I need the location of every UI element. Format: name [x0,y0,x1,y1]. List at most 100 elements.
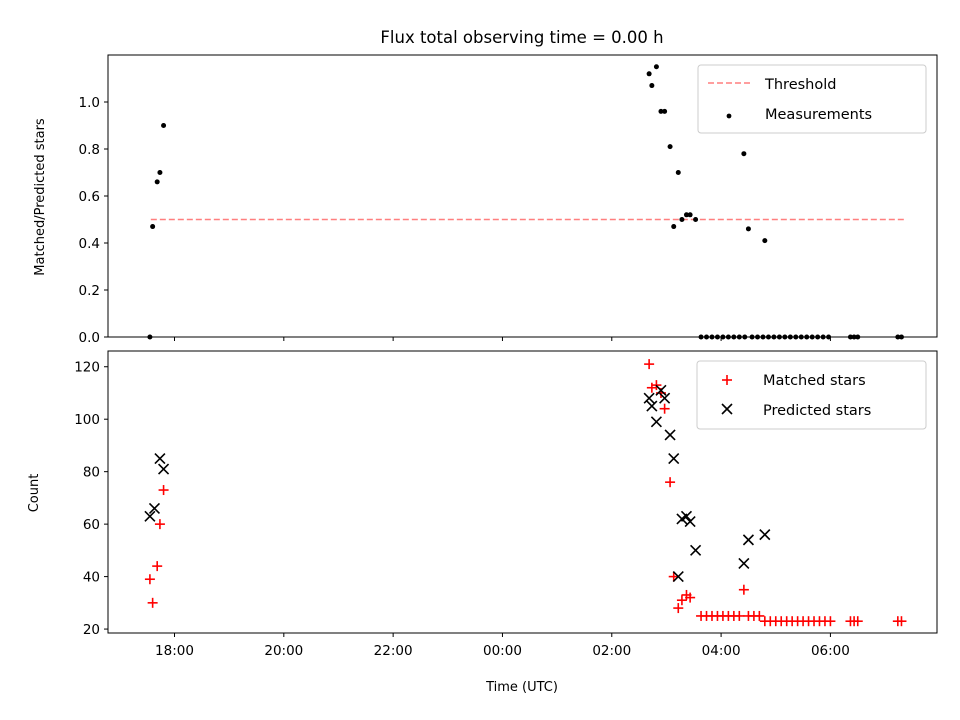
matched-star-point [659,403,670,414]
legend-measurements-swatch [726,113,732,119]
predicted-star-point [684,515,696,528]
predicted-star-d2 [144,510,156,522]
matched-star-point [158,485,169,496]
measurement-point [653,64,659,70]
predicted-star-point [148,502,161,514]
predicted-star-point [646,400,658,412]
bottom-y-tick-label: 20 [83,622,100,638]
bottom-x-tick-label: 18:00 [155,643,194,659]
measurement-point [150,224,156,230]
predicted-star-point [668,452,680,465]
bottom-y-tick-label: 80 [83,465,100,481]
predicted-star-point [664,429,676,441]
measurement-point [741,151,747,157]
predicted-star-d2 [672,571,684,583]
legend-matched-swatch [722,375,732,385]
top-legend: Threshold Measurements [697,64,927,134]
bottom-y-tick-label: 40 [83,570,100,586]
predicted-star-d2 [148,502,161,514]
measurement-point [658,108,664,114]
legend-predicted-label: Predicted stars [763,403,871,419]
measurement-point [745,226,751,232]
predicted-star-point [158,463,170,475]
predicted-star-d2 [154,452,166,465]
bottom-y-tick-label: 120 [74,360,100,376]
matched-star-point [676,595,687,606]
bottom-legend-frame [696,360,927,430]
legend-measurements-label: Measurements [765,107,872,123]
measurement-point [687,212,693,218]
matched-star-point [154,519,165,530]
predicted-star-point [643,392,655,404]
bottom-plot-area: 20 40 60 80 100 120 18:00 20:00 22:00 00:00 02:00 0… [74,350,938,659]
legend-predicted-swatch [721,403,733,415]
predicted-star-point [655,384,667,396]
top-legend-frame [697,64,927,134]
measurement-point [679,217,685,222]
top-y-tick-label: 0.6 [79,189,100,205]
figure-title: Flux total observing time = 0.00 h [380,28,663,47]
top-y-axis-label: Matched/Predicted stars [33,118,48,276]
predicted-star-point [659,392,671,404]
predicted-star-point [650,416,662,428]
top-y-tick-label: 0.0 [79,330,100,346]
matched-star-point [665,477,676,488]
bottom-x-tick-label: 04:00 [702,643,741,659]
measurement-point [683,212,689,218]
bottom-x-tick-label: 06:00 [811,643,850,659]
top-y-tick-label: 0.8 [79,142,100,158]
predicted-star-d2 [684,515,696,528]
predicted-star-point [738,557,750,570]
matched-star-point [754,610,765,621]
predicted-star-point [680,510,693,522]
bottom-legend: Matched stars Predicted stars [696,360,927,430]
measurement-point [675,170,681,175]
matched-star-point [685,592,696,603]
top-y-tick-label: 0.4 [79,236,100,252]
matched-star-point [825,616,836,627]
measurement-point [693,217,699,222]
predicted-star-point [144,510,156,522]
predicted-star-point [690,544,702,556]
predicted-star-d2 [742,534,754,546]
matched-star-point [644,359,655,370]
measurement-point [161,123,167,128]
bottom-y-tick-label: 60 [83,517,100,533]
matched-star-point [668,571,679,582]
measurement-point [662,108,668,114]
predicted-star-d2 [646,400,658,412]
bottom-x-tick-label: 22:00 [374,643,413,659]
matched-star-point [734,610,745,621]
matched-star-point [144,574,155,585]
matched-star-point [147,597,158,608]
predicted-star-point [154,452,166,465]
predicted-star-d2 [643,392,655,404]
predicted-star-d2 [680,510,693,522]
bottom-x-tick-label: 20:00 [264,643,303,659]
matched-star-point [152,561,163,572]
measurement-point [154,179,160,185]
predicted-star-d2 [668,452,680,465]
top-y-tick-label: 1.0 [79,95,100,111]
predicted-star-d2 [158,463,170,475]
predicted-star-d2 [690,544,702,556]
predicted-star-point [672,571,684,583]
measurement-point [671,224,677,230]
measurement-point [646,71,652,77]
predicted-star-d2 [650,416,662,428]
bottom-x-tick-label: 00:00 [483,643,522,659]
top-axes-frame [107,54,938,338]
predicted-star-d2 [659,392,671,404]
matched-star-point [673,603,684,614]
top-plot-area: 0.0 0.2 0.4 0.6 0.8 1.0 [79,54,938,346]
bottom-y-tick-label: 100 [74,412,100,428]
matched-star-point [646,382,657,393]
legend-matched-label: Matched stars [763,373,866,389]
legend-threshold-label: Threshold [764,77,836,93]
matched-star-point [852,616,863,627]
predicted-star-d2 [759,529,771,541]
measurement-point [667,144,673,150]
matched-star-point [896,616,907,627]
bottom-axes-frame [107,350,938,634]
